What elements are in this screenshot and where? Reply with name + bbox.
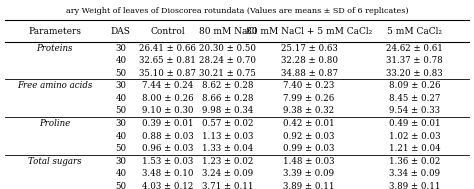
Text: 1.13 ± 0.03: 1.13 ± 0.03	[202, 132, 254, 141]
Text: 8.09 ± 0.26: 8.09 ± 0.26	[389, 81, 440, 90]
Text: 50: 50	[115, 182, 127, 189]
Text: 8.00 ± 0.26: 8.00 ± 0.26	[142, 94, 193, 103]
Text: Control: Control	[150, 27, 185, 36]
Text: 32.28 ± 0.80: 32.28 ± 0.80	[281, 56, 337, 65]
Text: 9.38 ± 0.32: 9.38 ± 0.32	[283, 106, 335, 115]
Text: 3.39 ± 0.09: 3.39 ± 0.09	[283, 170, 335, 178]
Text: 5 mM CaCl₂: 5 mM CaCl₂	[387, 27, 442, 36]
Text: 1.23 ± 0.02: 1.23 ± 0.02	[202, 157, 254, 166]
Text: 1.36 ± 0.02: 1.36 ± 0.02	[389, 157, 440, 166]
Text: ary Weight of leaves of Dioscorea rotundata (Values are means ± SD of 6 replicat: ary Weight of leaves of Dioscorea rotund…	[66, 7, 408, 15]
Text: 28.24 ± 0.70: 28.24 ± 0.70	[199, 56, 256, 65]
Text: 1.48 ± 0.03: 1.48 ± 0.03	[283, 157, 335, 166]
Text: 0.39 ± 0.01: 0.39 ± 0.01	[142, 119, 193, 128]
Text: 1.53 ± 0.03: 1.53 ± 0.03	[142, 157, 193, 166]
Text: 1.02 ± 0.03: 1.02 ± 0.03	[389, 132, 440, 141]
Text: Free amino acids: Free amino acids	[17, 81, 92, 90]
Text: Total sugars: Total sugars	[28, 157, 82, 166]
Text: 30.21 ± 0.75: 30.21 ± 0.75	[199, 69, 256, 78]
Text: 9.98 ± 0.34: 9.98 ± 0.34	[202, 106, 253, 115]
Text: 34.88 ± 0.87: 34.88 ± 0.87	[281, 69, 337, 78]
Text: 30: 30	[115, 119, 127, 128]
Text: 40: 40	[115, 132, 127, 141]
Text: 32.65 ± 0.81: 32.65 ± 0.81	[139, 56, 196, 65]
Text: 35.10 ± 0.87: 35.10 ± 0.87	[139, 69, 196, 78]
Text: 8.66 ± 0.28: 8.66 ± 0.28	[202, 94, 254, 103]
Text: 20.30 ± 0.50: 20.30 ± 0.50	[199, 43, 256, 53]
Text: 24.62 ± 0.61: 24.62 ± 0.61	[386, 43, 443, 53]
Text: 3.89 ± 0.11: 3.89 ± 0.11	[389, 182, 440, 189]
Text: 40: 40	[115, 56, 127, 65]
Text: 3.34 ± 0.09: 3.34 ± 0.09	[389, 170, 440, 178]
Text: 7.99 ± 0.26: 7.99 ± 0.26	[283, 94, 335, 103]
Text: 9.54 ± 0.33: 9.54 ± 0.33	[389, 106, 440, 115]
Text: 1.21 ± 0.04: 1.21 ± 0.04	[389, 144, 440, 153]
Text: 3.71 ± 0.11: 3.71 ± 0.11	[202, 182, 254, 189]
Text: Proteins: Proteins	[36, 43, 73, 53]
Text: Proline: Proline	[39, 119, 70, 128]
Text: 50: 50	[115, 69, 127, 78]
Text: 3.89 ± 0.11: 3.89 ± 0.11	[283, 182, 335, 189]
Text: 30: 30	[115, 43, 127, 53]
Text: 7.44 ± 0.24: 7.44 ± 0.24	[142, 81, 193, 90]
Text: 8.62 ± 0.28: 8.62 ± 0.28	[202, 81, 254, 90]
Text: 33.20 ± 0.83: 33.20 ± 0.83	[386, 69, 443, 78]
Text: 1.33 ± 0.04: 1.33 ± 0.04	[202, 144, 253, 153]
Text: 0.96 ± 0.03: 0.96 ± 0.03	[142, 144, 193, 153]
Text: 0.99 ± 0.03: 0.99 ± 0.03	[283, 144, 335, 153]
Text: Parameters: Parameters	[28, 27, 81, 36]
Text: 4.03 ± 0.12: 4.03 ± 0.12	[142, 182, 193, 189]
Text: 0.42 ± 0.01: 0.42 ± 0.01	[283, 119, 335, 128]
Text: 80 mM NaCl: 80 mM NaCl	[199, 27, 257, 36]
Text: 40: 40	[115, 94, 127, 103]
Text: 50: 50	[115, 106, 127, 115]
Text: 3.48 ± 0.10: 3.48 ± 0.10	[142, 170, 193, 178]
Text: 30: 30	[115, 81, 127, 90]
Text: 31.37 ± 0.78: 31.37 ± 0.78	[386, 56, 443, 65]
Text: 26.41 ± 0.66: 26.41 ± 0.66	[139, 43, 196, 53]
Text: DAS: DAS	[111, 27, 131, 36]
Text: 50: 50	[115, 144, 127, 153]
Text: 0.88 ± 0.03: 0.88 ± 0.03	[142, 132, 193, 141]
Text: 3.24 ± 0.09: 3.24 ± 0.09	[202, 170, 253, 178]
Text: 40: 40	[115, 170, 127, 178]
Text: 0.57 ± 0.02: 0.57 ± 0.02	[202, 119, 254, 128]
Text: 30: 30	[115, 157, 127, 166]
Text: 80 mM NaCl + 5 mM CaCl₂: 80 mM NaCl + 5 mM CaCl₂	[246, 27, 372, 36]
Text: 8.45 ± 0.27: 8.45 ± 0.27	[389, 94, 440, 103]
Text: 9.10 ± 0.30: 9.10 ± 0.30	[142, 106, 193, 115]
Text: 7.40 ± 0.23: 7.40 ± 0.23	[283, 81, 335, 90]
Text: 25.17 ± 0.63: 25.17 ± 0.63	[281, 43, 337, 53]
Text: 0.92 ± 0.03: 0.92 ± 0.03	[283, 132, 335, 141]
Text: 0.49 ± 0.01: 0.49 ± 0.01	[389, 119, 440, 128]
